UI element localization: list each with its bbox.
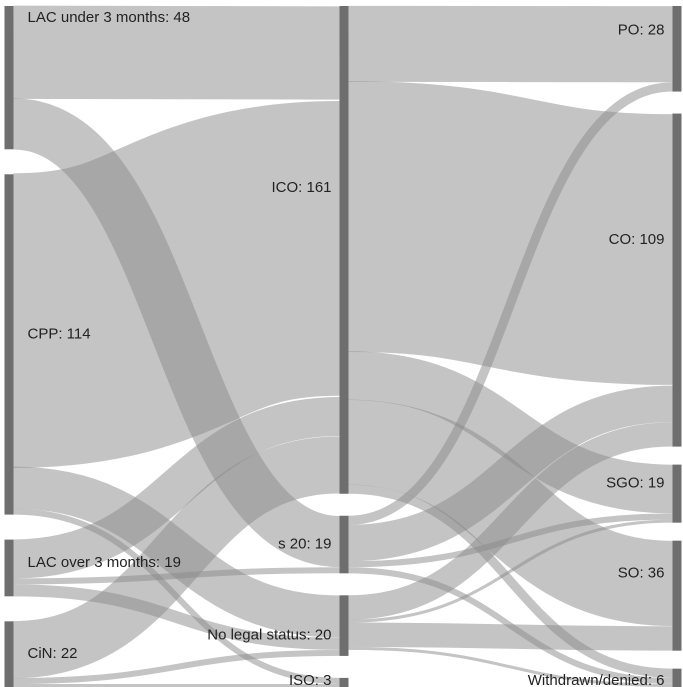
node-labels: LAC under 3 months: 48 CPP: 114 LAC over 3…: [28, 9, 665, 687]
node-withdrawn-denied: [672, 668, 682, 687]
node-co: [672, 113, 682, 447]
link-no-legal-status-to-so: [348, 622, 673, 651]
node-cin: [4, 621, 14, 687]
node-label-s-20: s 20: 19: [278, 536, 331, 553]
node-label-sgo: SGO: 19: [606, 475, 664, 492]
node-label-lac-under-3-months: LAC under 3 months: 48: [28, 9, 191, 26]
link-s-20-to-co: [348, 385, 673, 562]
node-label-cin: CiN: 22: [28, 645, 78, 662]
node-iso: [339, 677, 349, 687]
node-ico: [339, 6, 349, 494]
node-label-po: PO: 28: [618, 22, 665, 39]
node-label-ico: ICO: 161: [271, 179, 331, 196]
link-ico-to-sgo: [348, 351, 673, 514]
link-lac-over-3-months-to-ico: [13, 396, 340, 579]
link-lac-under-3-months-to-ico: [13, 5, 340, 100]
flow-nodes: [4, 6, 682, 687]
link-cpp-to-ico: [10, 101, 343, 468]
node-label-withdrawn-denied: Withdrawn/denied: 6: [528, 672, 665, 687]
node-so: [672, 540, 682, 651]
link-s-20-to-po: [348, 82, 673, 525]
node-s-20: [339, 515, 349, 574]
node-po: [672, 6, 682, 92]
link-no-legal-status-to-co: [348, 422, 673, 620]
node-label-lac-over-3-months: LAC over 3 months: 19: [28, 554, 181, 571]
link-no-legal-status-to-sgo: [348, 519, 673, 623]
node-label-no-legal-status: No legal status: 20: [207, 627, 331, 644]
node-label-co: CO: 109: [609, 231, 665, 248]
link-lac-over-3-months-to-no-legal-status: [13, 584, 340, 650]
node-lac-under-3-months: [4, 6, 14, 150]
link-no-legal-status-to-withdrawn-denied: [348, 646, 673, 687]
link-ico-to-co: [347, 81, 674, 385]
link-cin-to-ico: [12, 436, 341, 679]
node-label-so: SO: 36: [618, 565, 665, 582]
node-sgo: [672, 464, 682, 523]
node-cpp: [4, 174, 14, 515]
link-s-20-to-sgo: [348, 513, 673, 568]
node-no-legal-status: [339, 595, 349, 656]
node-label-iso: ISO: 3: [289, 672, 332, 687]
node-lac-over-3-months: [4, 539, 14, 597]
node-label-cpp: CPP: 114: [28, 325, 91, 342]
flow-links: [10, 5, 674, 687]
link-cin-to-no-legal-status: [13, 649, 340, 685]
